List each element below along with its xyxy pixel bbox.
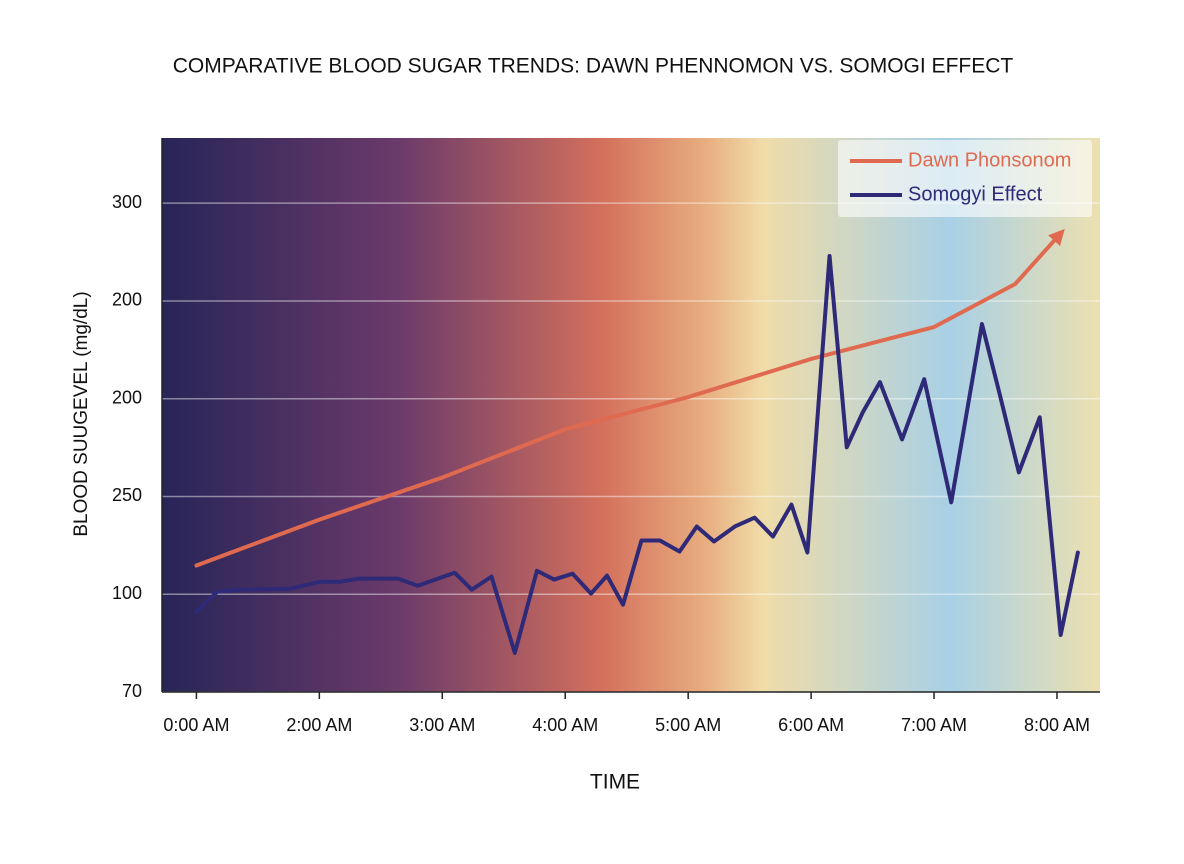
- y-tick-label: 250: [112, 485, 142, 505]
- x-tick-label: 0:00 AM: [163, 715, 229, 735]
- series-line: [194, 253, 1080, 655]
- y-tick-label: 300: [112, 192, 142, 212]
- y-tick-label: 200: [112, 387, 142, 407]
- series-line: [194, 228, 1065, 568]
- plot-background: [162, 138, 1100, 692]
- legend-label: Somogyi Effect: [908, 183, 1043, 205]
- x-tick-label: 2:00 AM: [286, 715, 352, 735]
- x-tick-label: 3:00 AM: [409, 715, 475, 735]
- y-axis-label: BLOOD SUUGEVEL (mg/dL): [71, 291, 92, 536]
- x-tick-label: 8:00 AM: [1024, 715, 1090, 735]
- x-tick-label: 5:00 AM: [655, 715, 721, 735]
- x-tick-label: 7:00 AM: [901, 715, 967, 735]
- legend: Dawn Phonsonom Somogyi Effect: [838, 140, 1092, 217]
- lines: [194, 228, 1080, 655]
- y-tick-label: 200: [112, 290, 142, 310]
- legend-label: Dawn Phonsonom: [908, 149, 1071, 171]
- y-tick-label: 100: [112, 583, 142, 603]
- x-axis-label: TIME: [590, 771, 640, 794]
- x-tick-label: 6:00 AM: [778, 715, 844, 735]
- x-tick-label: 4:00 AM: [532, 715, 598, 735]
- y-tick-label: 70: [122, 681, 142, 701]
- chart-title: COMPARATIVE BLOOD SUGAR TRENDS: DAWN PHE…: [173, 55, 1014, 78]
